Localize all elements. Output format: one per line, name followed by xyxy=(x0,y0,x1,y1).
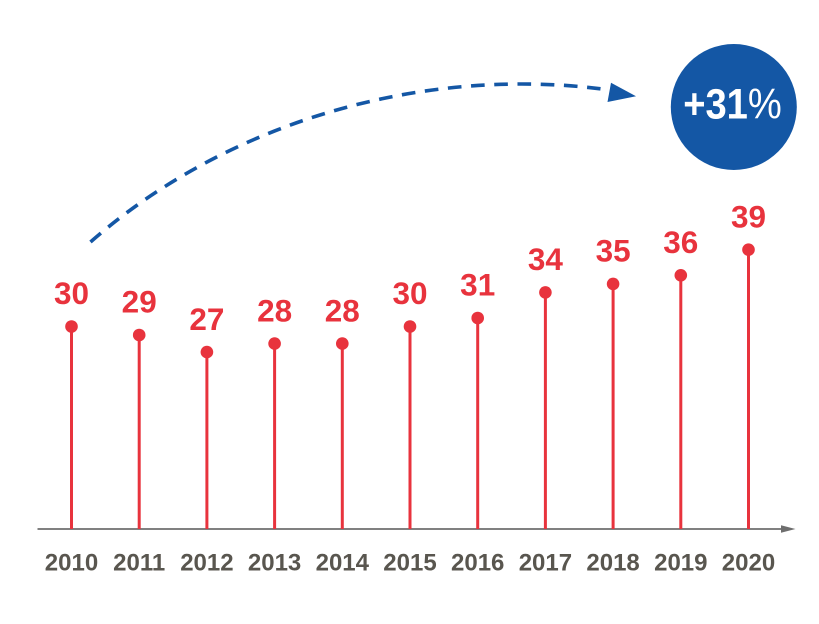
svg-text:+31%: +31% xyxy=(683,79,782,128)
svg-text:2012: 2012 xyxy=(180,550,233,577)
svg-text:2011: 2011 xyxy=(113,550,165,577)
svg-text:30: 30 xyxy=(54,275,89,311)
svg-text:34: 34 xyxy=(528,241,564,277)
svg-text:29: 29 xyxy=(122,284,157,320)
svg-text:30: 30 xyxy=(392,275,427,311)
svg-text:39: 39 xyxy=(731,198,766,234)
svg-text:2020: 2020 xyxy=(722,550,775,577)
svg-text:2016: 2016 xyxy=(451,550,504,577)
svg-text:2014: 2014 xyxy=(316,550,370,577)
svg-text:2015: 2015 xyxy=(383,550,436,577)
svg-text:27: 27 xyxy=(189,301,224,337)
svg-text:35: 35 xyxy=(596,233,631,269)
svg-text:2010: 2010 xyxy=(45,550,98,577)
svg-text:31: 31 xyxy=(460,267,495,303)
svg-text:36: 36 xyxy=(663,224,698,260)
svg-text:2017: 2017 xyxy=(519,550,572,577)
svg-text:2019: 2019 xyxy=(654,550,707,577)
svg-text:28: 28 xyxy=(325,292,360,328)
svg-text:2018: 2018 xyxy=(586,550,639,577)
svg-text:2013: 2013 xyxy=(248,550,301,577)
svg-text:28: 28 xyxy=(257,292,292,328)
